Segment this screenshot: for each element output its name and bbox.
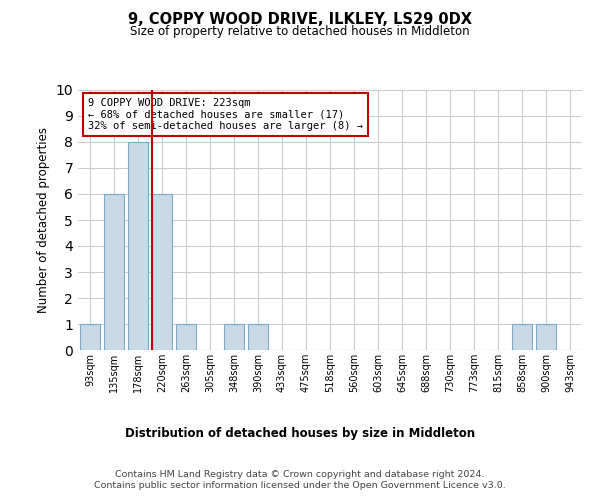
Bar xyxy=(536,324,556,350)
Bar xyxy=(176,324,196,350)
Bar xyxy=(104,194,124,350)
Text: Contains HM Land Registry data © Crown copyright and database right 2024.: Contains HM Land Registry data © Crown c… xyxy=(115,470,485,479)
Text: 9, COPPY WOOD DRIVE, ILKLEY, LS29 0DX: 9, COPPY WOOD DRIVE, ILKLEY, LS29 0DX xyxy=(128,12,472,28)
Bar xyxy=(512,324,532,350)
Text: 9 COPPY WOOD DRIVE: 223sqm
← 68% of detached houses are smaller (17)
32% of semi: 9 COPPY WOOD DRIVE: 223sqm ← 68% of deta… xyxy=(88,98,363,131)
Bar xyxy=(224,324,244,350)
Bar xyxy=(128,142,148,350)
Text: Distribution of detached houses by size in Middleton: Distribution of detached houses by size … xyxy=(125,428,475,440)
Bar xyxy=(152,194,172,350)
Bar xyxy=(80,324,100,350)
Text: Contains public sector information licensed under the Open Government Licence v3: Contains public sector information licen… xyxy=(94,481,506,490)
Bar xyxy=(248,324,268,350)
Y-axis label: Number of detached properties: Number of detached properties xyxy=(37,127,50,313)
Text: Size of property relative to detached houses in Middleton: Size of property relative to detached ho… xyxy=(130,25,470,38)
